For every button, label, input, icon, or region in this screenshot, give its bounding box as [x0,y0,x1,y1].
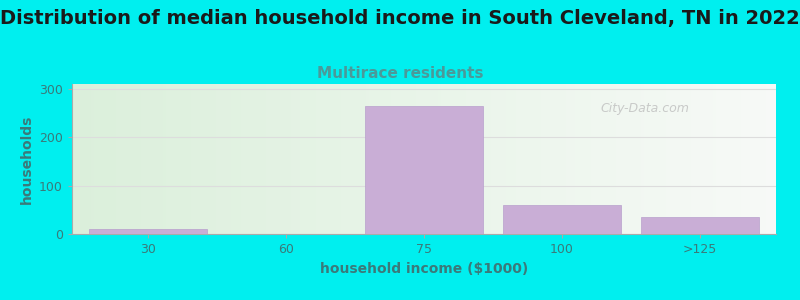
X-axis label: household income ($1000): household income ($1000) [320,262,528,276]
Text: City-Data.com: City-Data.com [600,102,689,115]
Text: Distribution of median household income in South Cleveland, TN in 2022: Distribution of median household income … [0,9,800,28]
Bar [90,229,206,234]
Bar [503,205,621,234]
Bar [642,217,758,234]
Text: Multirace residents: Multirace residents [317,66,483,81]
Y-axis label: households: households [19,114,34,204]
Bar [366,106,482,234]
